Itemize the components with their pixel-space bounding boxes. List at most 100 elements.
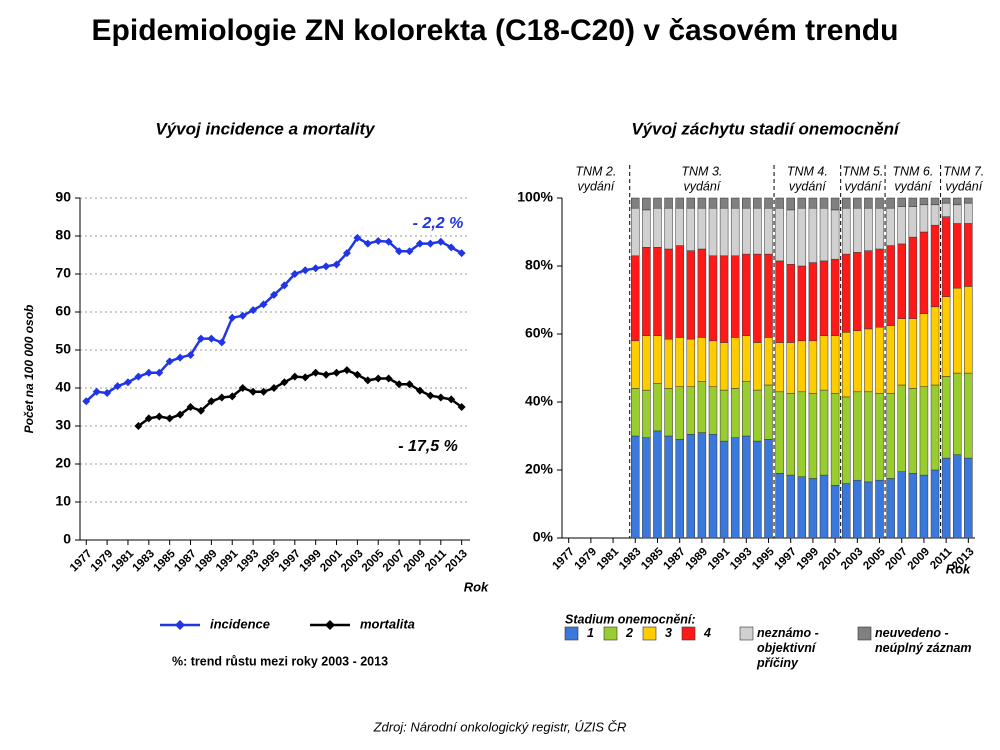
bar-segment: [631, 255, 640, 342]
bar-segment: [864, 391, 873, 483]
bar-segment: [719, 207, 729, 257]
bar-segment: [841, 332, 851, 398]
y-tick-label: 0: [63, 531, 71, 547]
bar-segment: [853, 207, 862, 253]
legend-label: 1: [587, 626, 594, 640]
x-tick-label: 1989: [684, 546, 711, 573]
bar-segment: [642, 389, 651, 438]
x-tick-label: 2001: [318, 547, 345, 574]
bar-segment: [697, 207, 707, 250]
legend-label: 4: [704, 626, 711, 640]
bar-segment: [964, 223, 973, 287]
bar-segment: [797, 207, 807, 267]
bar-segment: [675, 197, 684, 209]
bar-segment: [886, 197, 895, 209]
x-tick-label: 2013: [443, 548, 470, 575]
edition-sublabel: vydání: [789, 179, 827, 193]
bar-segment: [786, 474, 795, 539]
y-tick-label: 30: [55, 417, 71, 433]
bar-segment: [808, 393, 818, 479]
x-tick-label: 1981: [110, 547, 137, 574]
bar-segment: [708, 255, 718, 342]
marker: [217, 393, 226, 402]
marker: [207, 334, 216, 343]
marker: [395, 247, 404, 256]
bar-segment: [919, 231, 929, 314]
bar-segment: [853, 330, 862, 393]
bar-segment: [664, 197, 673, 209]
marker: [405, 247, 414, 256]
bar-segment: [642, 209, 651, 248]
bar-segment: [775, 207, 784, 262]
marker: [196, 406, 205, 415]
legend-swatch: [642, 626, 657, 641]
annotation: - 2,2 %: [413, 215, 464, 232]
marker: [103, 388, 112, 397]
bar-segment: [886, 393, 895, 479]
y-tick-label: 80%: [525, 257, 554, 273]
bar-segment: [753, 197, 762, 209]
marker: [228, 313, 237, 322]
marker: [155, 368, 164, 377]
bar-segment: [642, 437, 651, 539]
bar-segment: [897, 318, 906, 386]
bar-segment: [941, 216, 951, 297]
bar-segment: [664, 248, 673, 340]
marker: [113, 382, 122, 391]
edition-label: TNM 2.: [575, 164, 616, 178]
marker: [228, 392, 237, 401]
bar-segment: [830, 209, 840, 260]
marker: [301, 373, 310, 382]
bar-segment: [964, 286, 973, 374]
bar-segment: [908, 318, 918, 389]
bar-segment: [653, 430, 662, 539]
bar-segment: [908, 473, 918, 539]
marker: [436, 393, 445, 402]
bar-segment: [642, 335, 651, 391]
legend-swatch: [564, 626, 579, 641]
legend-swatch: [681, 626, 696, 641]
bar-segment: [908, 197, 918, 207]
bar-segment: [686, 338, 696, 387]
bar-segment: [775, 197, 784, 209]
bar-segment: [730, 207, 740, 257]
bar-segment: [886, 478, 895, 539]
bar-segment: [897, 206, 906, 245]
marker: [415, 386, 424, 395]
marker: [207, 397, 216, 406]
bar-segment: [775, 473, 784, 539]
note: %: trend růstu mezi roky 2003 - 2013: [172, 654, 388, 668]
bar-segment: [808, 478, 818, 539]
x-tick-label: 2007: [883, 546, 910, 573]
marker: [322, 370, 331, 379]
bar-segment: [841, 396, 851, 484]
marker: [92, 387, 101, 396]
legend-label: mortalita: [360, 616, 415, 631]
x-tick-label: 1997: [276, 548, 303, 575]
marker: [155, 412, 164, 421]
marker: [134, 372, 143, 381]
bar-segment: [819, 389, 829, 476]
marker: [123, 378, 132, 387]
marker: [249, 306, 258, 315]
bar-segment: [930, 224, 940, 308]
bar-segment: [764, 439, 773, 539]
bar-segment: [653, 335, 662, 384]
bar-segment: [919, 313, 929, 387]
bar-segment: [830, 393, 840, 486]
bar-segment: [808, 207, 818, 263]
marker: [217, 338, 226, 347]
legend-swatch: [857, 626, 872, 641]
bar-segment: [886, 325, 895, 394]
y-tick-label: 40%: [525, 393, 554, 409]
x-tick-label: 2007: [381, 548, 408, 575]
y-tick-label: 50: [55, 341, 71, 357]
x-tick-label: 1989: [193, 548, 220, 575]
marker: [374, 236, 383, 245]
x-tick-label: 2005: [861, 545, 888, 572]
bar-segment: [930, 469, 940, 539]
bar-segment: [841, 483, 851, 539]
bar-segment: [708, 197, 718, 209]
bar-segment: [864, 197, 873, 209]
